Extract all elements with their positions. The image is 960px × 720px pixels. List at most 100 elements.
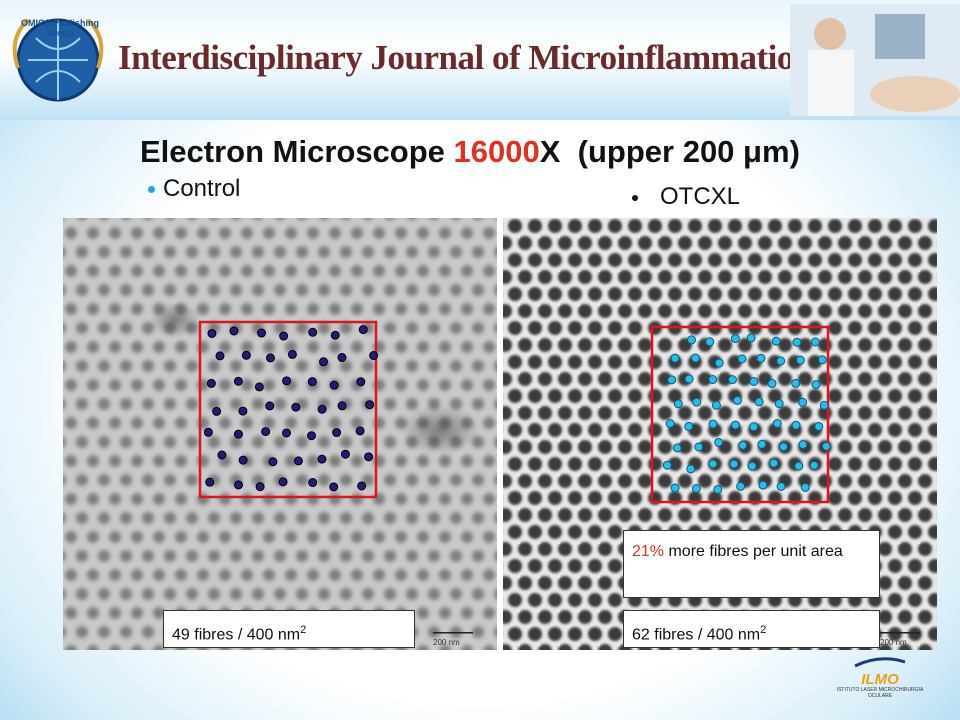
fibre-marker	[364, 452, 374, 462]
fibre-marker	[229, 326, 239, 336]
fibre-marker	[206, 378, 216, 388]
fibre-marker	[691, 483, 701, 493]
fibre-marker	[692, 397, 702, 407]
fibre-marker	[791, 420, 801, 430]
callout-highlight: 21%	[632, 543, 665, 560]
fibre-marker	[265, 401, 275, 411]
fibre-marker	[293, 456, 303, 466]
fibre-marker	[241, 350, 251, 360]
count-box: 49 fibres / 400 nm2	[163, 610, 415, 648]
bullet	[632, 194, 638, 201]
fibre-marker	[767, 379, 777, 389]
count-square	[198, 320, 378, 499]
fibre-marker	[757, 439, 767, 449]
fibre-marker	[217, 450, 227, 460]
fibre-marker	[254, 382, 264, 392]
fibre-marker	[207, 328, 217, 338]
fibre-marker	[238, 406, 248, 416]
stain	[150, 302, 200, 338]
fibre-marker	[776, 482, 786, 492]
slide-title: Electron Microscope 16000X (upper 200 μm…	[140, 134, 800, 170]
header-banner: OMICS Publishing Group Interdisciplinary…	[0, 0, 960, 120]
scale-label: 200 nm	[880, 638, 907, 647]
fibre-marker	[791, 378, 801, 388]
fibre-marker	[758, 480, 768, 490]
fibre-marker	[686, 464, 696, 474]
fibre-marker	[257, 328, 267, 338]
fibre-marker	[714, 358, 724, 368]
publisher-name: OMICS Publishing Group	[21, 18, 99, 38]
fibre-marker	[727, 375, 737, 385]
fibre-marker	[705, 337, 715, 347]
fibre-marker	[713, 484, 723, 494]
fibre-marker	[746, 333, 756, 343]
fibre-marker	[319, 357, 329, 367]
fibre-marker	[307, 431, 317, 441]
fibre-marker	[670, 483, 680, 493]
fibre-marker	[749, 422, 759, 432]
fibre-marker	[287, 349, 297, 359]
fibre-marker	[205, 477, 215, 487]
fibre-marker	[776, 356, 786, 366]
fibre-marker	[278, 477, 288, 487]
fibre-marker	[215, 351, 225, 361]
fibre-marker	[261, 427, 271, 437]
fibre-marker	[774, 399, 784, 409]
fibre-marker	[337, 401, 347, 411]
fibre-marker	[203, 427, 213, 437]
fibre-marker	[792, 337, 802, 347]
fibre-marker	[355, 426, 365, 436]
fibre-marker	[738, 440, 748, 450]
fibre-marker	[238, 455, 248, 465]
fibre-marker	[749, 376, 759, 386]
fibre-marker	[673, 399, 683, 409]
callout-box: 21% more fibres per unit area	[623, 530, 880, 598]
journal-title: Interdisciplinary Journal of Microinflam…	[118, 38, 813, 77]
fibre-marker	[317, 454, 327, 464]
fibre-marker	[282, 428, 292, 438]
fibre-marker	[794, 461, 804, 471]
fibre-marker	[730, 334, 740, 344]
fibre-marker	[268, 457, 278, 467]
fibre-marker	[817, 355, 827, 365]
fibre-marker	[212, 406, 222, 416]
fibre-marker	[662, 460, 672, 470]
fibre-marker	[756, 353, 766, 363]
fibre-marker	[332, 428, 342, 438]
fibre-marker	[711, 400, 721, 410]
title-magnification: 16000	[453, 134, 540, 169]
fibre-marker	[307, 377, 317, 387]
fibre-marker	[800, 482, 810, 492]
fibre-marker	[329, 482, 339, 492]
fibre-marker	[771, 336, 781, 346]
fibre-marker	[694, 442, 704, 452]
count-text: 62 fibres / 400 nm	[632, 626, 761, 644]
fibre-marker	[779, 442, 789, 452]
fibre-marker	[670, 353, 680, 363]
bullet-item: OTCXL	[632, 183, 740, 211]
fibre-marker	[687, 335, 697, 345]
header-photo	[790, 4, 960, 116]
fibre-marker	[291, 402, 301, 412]
fibre-marker	[795, 355, 805, 365]
logo-swoosh	[854, 657, 906, 668]
fibre-marker	[340, 449, 350, 459]
logo-subtitle: ISTITUTO LASER MICROCHIRURGIA OCULARE	[836, 687, 924, 699]
fibre-marker	[684, 374, 694, 384]
fibre-marker	[330, 330, 340, 340]
fibre-marker	[809, 460, 819, 470]
fibre-marker	[708, 459, 718, 469]
fibre-marker	[265, 353, 275, 363]
fibre-marker	[233, 480, 243, 490]
fibre-marker	[708, 419, 718, 429]
scale-label: 200 nm	[433, 638, 460, 647]
logo-name: ILMO	[861, 671, 899, 688]
publisher-logo	[12, 18, 104, 102]
panel-label: OTCXL	[660, 183, 741, 210]
fibre-marker	[747, 461, 757, 471]
fibre-marker	[684, 421, 694, 431]
footer-logo: ILMO ISTITUTO LASER MICROCHIRURGIA OCULA…	[830, 655, 930, 699]
bullet-item: Control	[148, 175, 240, 203]
fibre-marker	[690, 353, 700, 363]
